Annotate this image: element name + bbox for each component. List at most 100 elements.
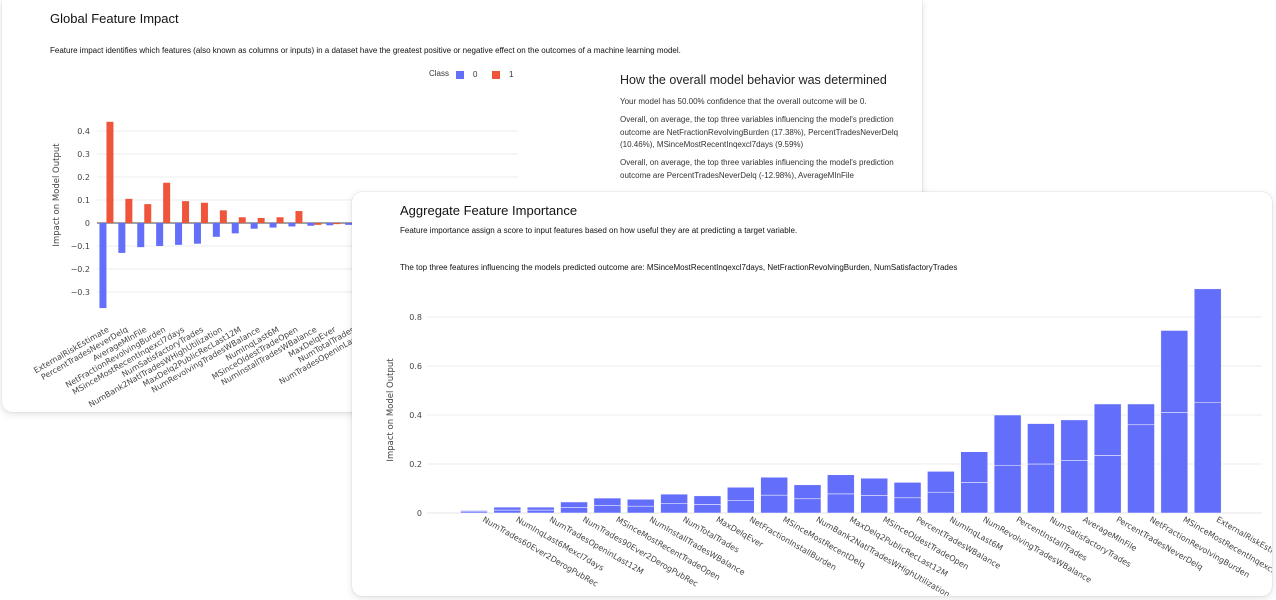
y-tick-label: 0.1 xyxy=(77,196,90,205)
bar-segment-1 xyxy=(593,497,622,506)
bar-segment-0 xyxy=(560,507,588,514)
bar-segment-0 xyxy=(960,482,988,514)
bar-segment-0 xyxy=(693,504,722,514)
bar-class-0 xyxy=(307,223,315,226)
bar-segment-0 xyxy=(1027,463,1055,514)
summary-paragraph-3: Overall, on average, the top three varia… xyxy=(620,158,894,180)
bar-class-1 xyxy=(144,204,152,223)
bar-class-1 xyxy=(257,217,265,223)
bar-class-0 xyxy=(212,223,220,237)
y-tick-label: 0.2 xyxy=(409,460,422,469)
bar-class-0 xyxy=(99,223,107,309)
bar-class-1 xyxy=(182,201,190,223)
bar-segment-0 xyxy=(526,509,555,514)
bar-segment-1 xyxy=(827,474,855,495)
bar-segment-1 xyxy=(1193,288,1222,404)
global-feature-impact-description: Feature impact identifies which features… xyxy=(50,46,681,55)
bar-segment-1 xyxy=(1127,403,1155,426)
aggregate-feature-importance-card: Aggregate Feature Importance Feature imp… xyxy=(352,192,1272,596)
bar-segment-0 xyxy=(927,491,955,514)
bar-class-0 xyxy=(156,223,164,246)
bar-segment-1 xyxy=(760,476,788,496)
legend-label-class-0[interactable]: 0 xyxy=(473,70,478,79)
bar-class-0 xyxy=(326,223,334,226)
bar-segment-1 xyxy=(860,477,888,496)
bar-class-1 xyxy=(106,121,114,223)
bar-class-1 xyxy=(200,202,208,223)
y-tick-label: 0 xyxy=(417,509,422,518)
bar-segment-0 xyxy=(493,509,522,514)
bar-class-1 xyxy=(163,182,171,223)
bar-class-1 xyxy=(125,198,133,223)
bar-class-1 xyxy=(333,223,341,225)
y-tick-label: 0 xyxy=(85,219,90,228)
bar-segment-0 xyxy=(1160,412,1189,514)
bar-class-0 xyxy=(175,223,183,245)
bar-segment-0 xyxy=(793,498,822,514)
bar-class-0 xyxy=(193,223,201,244)
aggregate-feature-importance-title: Aggregate Feature Importance xyxy=(400,203,578,218)
bar-segment-0 xyxy=(593,505,622,514)
y-tick-label: 0.8 xyxy=(409,313,422,322)
bar-segment-1 xyxy=(526,506,555,511)
bar-segment-1 xyxy=(493,506,522,511)
bar-segment-0 xyxy=(660,503,688,514)
bar-class-0 xyxy=(288,223,296,227)
y-tick-label: −0.2 xyxy=(71,265,90,274)
y-tick-label: 0.6 xyxy=(409,362,422,371)
legend-swatch-class-1[interactable] xyxy=(492,71,500,79)
global-feature-impact-chart: 0.4 0.3 0.2 0.1 0 −0.1 −0.2 −0.3 Impact on Model… xyxy=(32,121,518,409)
bar-segment-1 xyxy=(693,495,722,505)
top-features-text: The top three features influencing the m… xyxy=(400,263,958,272)
legend-swatch-class-0[interactable] xyxy=(456,71,464,79)
bar-segment-0 xyxy=(1060,460,1089,514)
bar-segment-1 xyxy=(927,471,955,493)
bar-segment-1 xyxy=(893,482,922,499)
summary-title: How the overall model behavior was deter… xyxy=(620,73,887,87)
bar-class-0 xyxy=(231,223,239,234)
bar-segment-1 xyxy=(1027,423,1055,465)
bar-class-0 xyxy=(137,223,145,248)
y-tick-label: 0.2 xyxy=(77,173,90,182)
bar-segment-1 xyxy=(960,451,988,483)
bar-segment-1 xyxy=(727,487,755,501)
bar-segment-0 xyxy=(727,500,755,514)
y-tick-label: −0.1 xyxy=(71,242,90,251)
y-axis-label: Impact on Model Output xyxy=(52,143,62,247)
legend-label-class-1[interactable]: 1 xyxy=(509,70,514,79)
bar-segment-1 xyxy=(560,501,588,508)
bar-segment-1 xyxy=(660,493,688,504)
global-feature-impact-title: Global Feature Impact xyxy=(50,11,179,26)
y-tick-label: 0.3 xyxy=(77,150,90,159)
bar-segment-0 xyxy=(827,493,855,514)
bar-class-1 xyxy=(238,217,246,223)
aggregate-feature-importance-description: Feature importance assign a score to inp… xyxy=(400,226,798,235)
bar-segment-0 xyxy=(627,505,655,514)
summary-paragraph-1: Your model has 50.00% confidence that th… xyxy=(620,97,867,106)
bar-segment-0 xyxy=(1127,424,1155,514)
legend-title: Class xyxy=(429,69,450,78)
bar-segment-1 xyxy=(793,484,822,500)
bar-segment-0 xyxy=(860,495,888,514)
bar-segment-0 xyxy=(1193,402,1222,514)
y-tick-label: −0.3 xyxy=(71,288,90,297)
bar-class-0 xyxy=(250,223,258,229)
y-tick-label: 0.4 xyxy=(77,127,90,136)
bar-segment-1 xyxy=(1060,419,1089,461)
bar-class-1 xyxy=(314,223,322,225)
summary-paragraph-2: Overall, on average, the top three varia… xyxy=(620,115,899,149)
bar-segment-0 xyxy=(1093,455,1122,514)
bar-class-1 xyxy=(276,217,284,223)
bar-segment-1 xyxy=(1093,403,1122,456)
bar-segment-0 xyxy=(760,494,788,514)
y-axis-label: Impact on Model Output xyxy=(386,358,396,462)
y-tick-label: 0.4 xyxy=(409,411,422,420)
bar-segment-1 xyxy=(460,510,488,513)
bar-class-0 xyxy=(118,223,126,253)
bar-segment-1 xyxy=(993,414,1022,466)
bar-segment-1 xyxy=(1160,330,1189,413)
bar-class-0 xyxy=(345,223,353,225)
bar-segment-0 xyxy=(993,464,1022,514)
bar-segment-1 xyxy=(627,499,655,507)
